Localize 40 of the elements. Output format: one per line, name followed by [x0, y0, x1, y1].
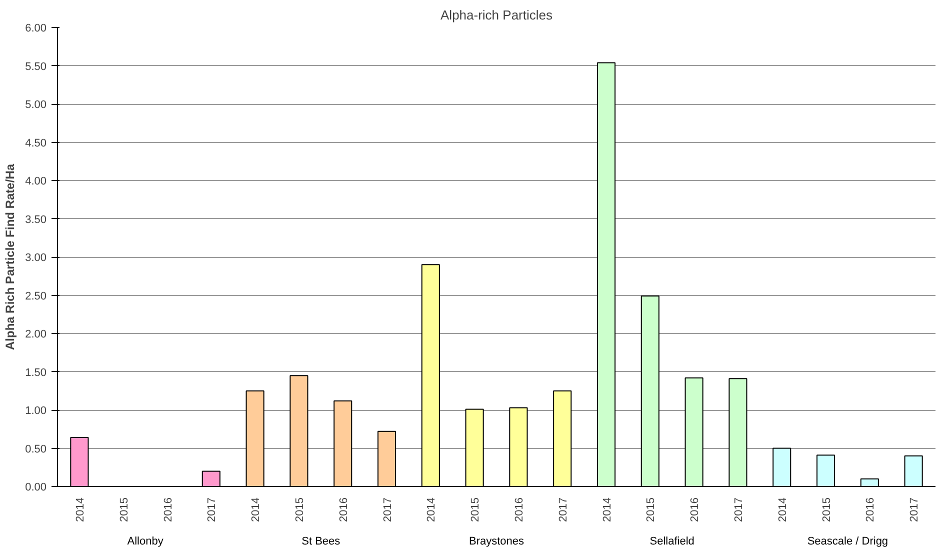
y-tick-label: 1.50 [25, 366, 47, 379]
y-axis-title: Alpha Rich Particle Find Rate/Ha [3, 164, 18, 350]
y-tick-label: 3.50 [25, 214, 47, 226]
x-tick-label: 2014 [250, 497, 262, 522]
x-tick-label: 2015 [820, 497, 833, 522]
x-tick-label: 2015 [118, 497, 130, 522]
x-tick-label: 2016 [513, 497, 526, 522]
y-tick-label: 4.00 [25, 176, 47, 188]
chart-title: Alpha-rich Particles [440, 8, 553, 22]
x-tick-label: 2016 [864, 497, 877, 522]
y-tick-label: 5.00 [25, 99, 47, 111]
y-tick-label: 2.50 [25, 290, 47, 302]
y-tick-label: 2.00 [25, 328, 47, 340]
y-tick-label: 0.00 [25, 482, 47, 494]
x-tick-label: 2016 [338, 497, 350, 522]
text: Seascale / Drigg [807, 536, 888, 548]
y-tick-label: 6.00 [25, 22, 47, 34]
x-tick-label: 2017 [206, 497, 218, 522]
x-tick-label: 2017 [908, 497, 921, 522]
y-tick-label: 0.50 [25, 443, 47, 456]
y-tick-label: 3.00 [25, 252, 47, 264]
x-tick-label: 2016 [689, 497, 702, 522]
x-tick-label: 2014 [601, 497, 614, 522]
y-tick-label: 1.00 [25, 405, 47, 417]
x-tick-label: 2017 [732, 497, 745, 522]
text: Sellafield [650, 536, 694, 548]
x-tick-label: 2014 [426, 497, 438, 522]
x-tick-label: 2015 [294, 497, 306, 522]
x-tick-label: 2017 [382, 497, 394, 522]
x-tick-label: 2014 [74, 497, 86, 522]
x-tick-label: 2016 [162, 497, 174, 522]
x-tick-label: 2015 [470, 497, 482, 522]
x-tick-label: 2015 [645, 497, 658, 522]
x-tick-label: 2017 [557, 497, 570, 522]
y-tick-label: 5.50 [25, 60, 47, 73]
text: Braystones [468, 536, 525, 548]
x-tick-label: 2014 [776, 497, 789, 522]
text: Allonby [127, 536, 164, 548]
y-tick-label: 4.50 [25, 137, 47, 150]
text: St Bees [302, 536, 341, 548]
